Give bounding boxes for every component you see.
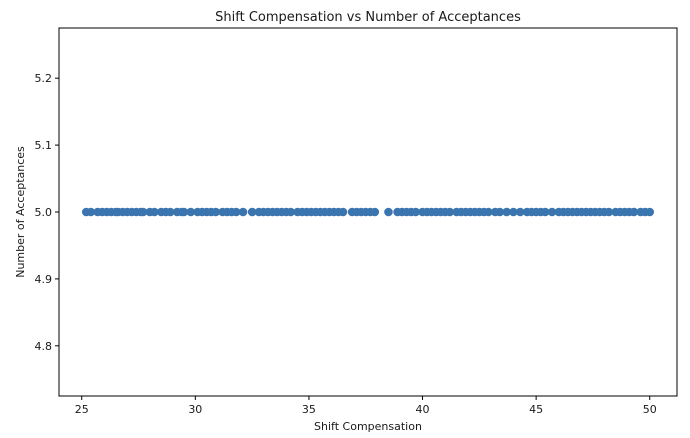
- y-tick-label: 4.8: [35, 340, 53, 353]
- data-point: [86, 207, 96, 217]
- x-tick-label: 50: [643, 403, 657, 416]
- data-point: [509, 207, 518, 217]
- data-point: [286, 207, 296, 217]
- data-point: [150, 207, 159, 217]
- x-tick-label: 30: [188, 403, 202, 416]
- plot-area: 25 30 35 40 45 50 4.8 4.9 5.0 5.1 5.2: [35, 27, 678, 416]
- x-tick-label: 45: [529, 403, 543, 416]
- data-point: [238, 207, 248, 217]
- data-point: [370, 207, 380, 217]
- y-tick-label: 4.9: [35, 273, 53, 286]
- data-point: [502, 207, 511, 217]
- data-point: [515, 207, 525, 217]
- data-point: [604, 207, 614, 217]
- data-point: [629, 207, 639, 217]
- data-point: [338, 207, 348, 217]
- data-point: [179, 207, 189, 217]
- x-tick-label: 25: [75, 403, 89, 416]
- data-point: [138, 207, 148, 217]
- data-point: [186, 207, 196, 217]
- x-axis-label: Shift Compensation: [314, 420, 422, 433]
- y-axis-label: Number of Acceptances: [14, 146, 27, 278]
- data-point: [540, 207, 550, 217]
- data-point: [645, 207, 655, 217]
- data-point: [384, 207, 393, 217]
- y-tick-label: 5.2: [35, 72, 53, 85]
- y-tick-label: 5.0: [35, 206, 53, 219]
- y-tick-label: 5.1: [35, 139, 53, 152]
- data-point: [247, 207, 257, 217]
- data-point: [166, 207, 175, 217]
- data-point: [484, 207, 493, 217]
- data-point: [231, 207, 241, 217]
- data-point: [445, 207, 455, 217]
- chart-title: Shift Compensation vs Number of Acceptan…: [215, 10, 521, 25]
- x-tick-label: 35: [302, 403, 316, 416]
- x-tick-label: 40: [416, 403, 430, 416]
- data-point: [211, 207, 221, 217]
- data-point: [547, 207, 557, 217]
- data-point: [495, 207, 505, 217]
- data-point: [411, 207, 421, 217]
